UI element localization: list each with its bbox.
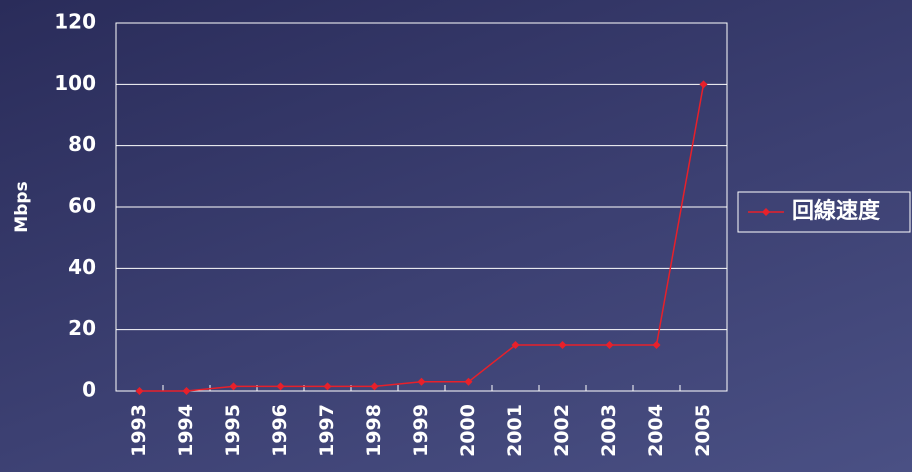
- x-tick-label: 1993: [128, 404, 150, 457]
- x-tick-label: 2000: [457, 404, 479, 457]
- x-tick-label: 1995: [222, 404, 244, 457]
- y-axis-label: Mbps: [12, 181, 32, 232]
- y-tick-label: 120: [54, 10, 96, 34]
- data-point: [276, 382, 285, 391]
- data-point: [323, 382, 332, 391]
- x-tick-label: 2002: [551, 404, 573, 457]
- data-line: [139, 84, 705, 392]
- x-tick-label: 2001: [504, 404, 526, 457]
- data-point: [370, 382, 379, 391]
- x-tick-label: 2004: [645, 404, 667, 457]
- legend-marker: [762, 208, 770, 216]
- y-tick-label: 80: [68, 132, 96, 156]
- x-tick-label: 1998: [363, 404, 385, 457]
- x-tick-label: 2003: [598, 404, 620, 457]
- data-point: [464, 377, 473, 386]
- x-tick-label: 1999: [410, 404, 432, 457]
- y-tick-label: 20: [68, 316, 96, 340]
- data-point: [558, 341, 567, 349]
- data-point: [182, 387, 191, 395]
- data-point: [417, 377, 426, 386]
- data-point: [652, 341, 661, 349]
- data-point: [135, 387, 144, 395]
- legend-label: 回線速度: [792, 198, 881, 224]
- data-point: [229, 382, 238, 391]
- x-tick-label: 1996: [269, 404, 291, 457]
- data-point: [699, 80, 708, 89]
- legend-box: [737, 191, 911, 233]
- data-point: [605, 341, 614, 349]
- data-point: [511, 341, 520, 349]
- x-tick-label: 1997: [316, 404, 338, 457]
- y-tick-label: 40: [68, 255, 96, 279]
- y-tick-label: 0: [82, 378, 96, 402]
- y-tick-label: 100: [54, 71, 96, 95]
- x-tick-label: 1994: [175, 404, 197, 457]
- y-tick-label: 60: [68, 194, 96, 218]
- x-tick-label: 2005: [692, 404, 714, 457]
